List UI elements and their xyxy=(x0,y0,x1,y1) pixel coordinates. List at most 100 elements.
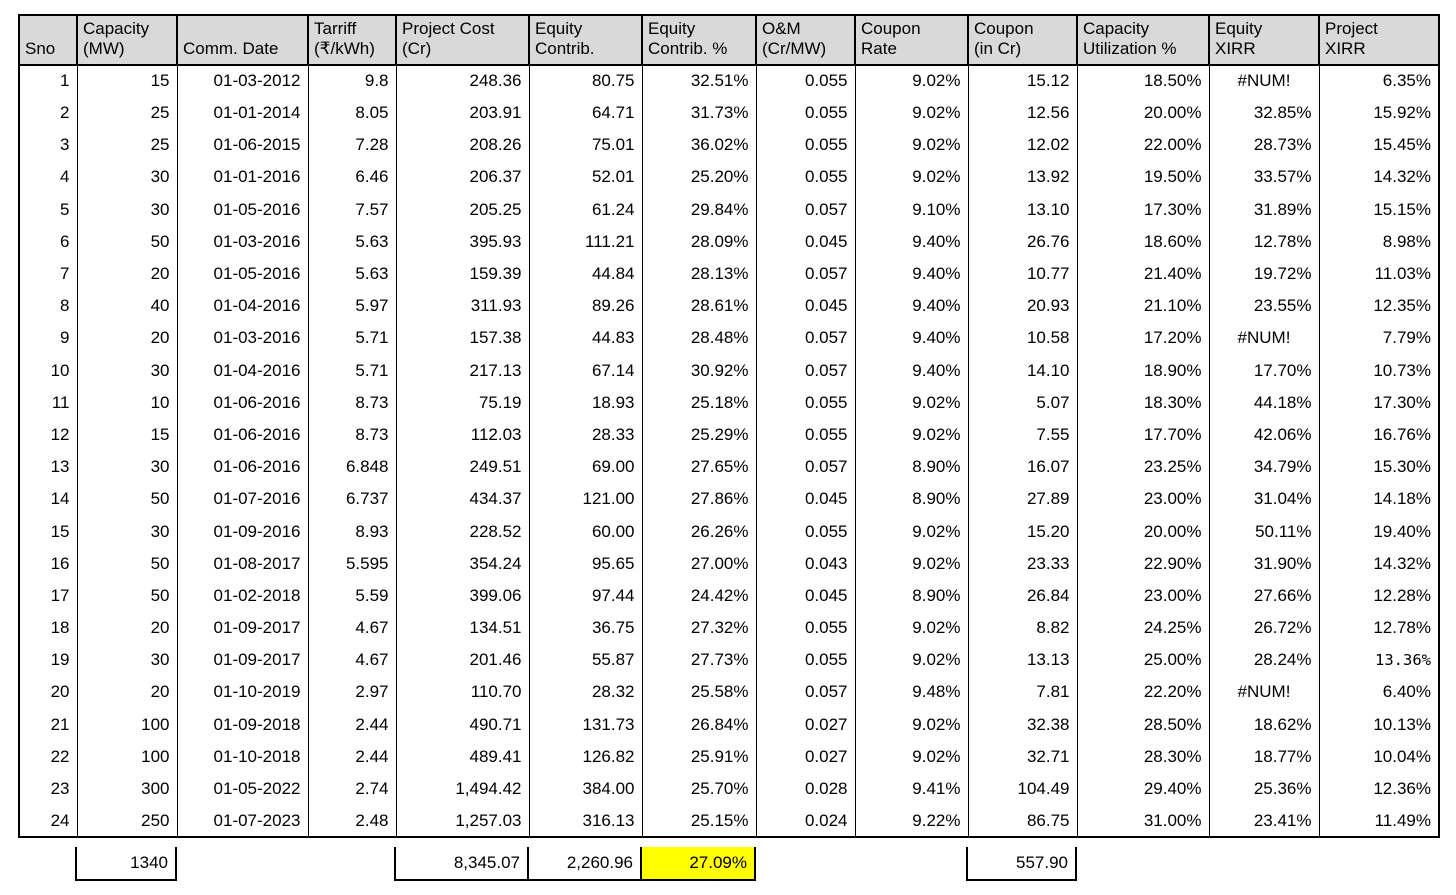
cell-equity-xirr[interactable]: 23.41% xyxy=(1208,805,1320,838)
cell-tariff[interactable]: 8.73 xyxy=(307,386,397,419)
cell-comm-date[interactable]: 01-07-2016 xyxy=(176,483,309,516)
cell-om-cr-mw[interactable]: 0.057 xyxy=(755,322,856,355)
cell-project-xirr[interactable]: 12.36% xyxy=(1318,772,1440,806)
cell-equity-xirr[interactable]: 18.62% xyxy=(1208,708,1320,741)
cell-project-xirr[interactable]: 7.79% xyxy=(1318,322,1440,355)
cell-capacity-utilization-pct[interactable]: 29.40% xyxy=(1076,772,1210,806)
cell-capacity-mw[interactable]: 20 xyxy=(76,322,178,355)
cell-equity-contrib-pct[interactable]: 28.13% xyxy=(641,257,757,291)
cell-sno[interactable]: 1 xyxy=(18,64,78,97)
cell-tariff[interactable]: 5.59 xyxy=(307,579,397,612)
cell-project-xirr[interactable]: 11.49% xyxy=(1318,805,1440,838)
cell-coupon-in-cr[interactable]: 10.58 xyxy=(967,322,1078,355)
cell-om-cr-mw[interactable]: 0.055 xyxy=(755,611,856,645)
cell-coupon-rate[interactable]: 9.02% xyxy=(854,64,969,97)
cell-project-cost-cr[interactable]: 208.26 xyxy=(395,129,530,162)
cell-capacity-utilization-pct[interactable]: 19.50% xyxy=(1076,161,1210,194)
cell-tariff[interactable]: 5.63 xyxy=(307,257,397,291)
cell-capacity-utilization-pct[interactable]: 28.30% xyxy=(1076,740,1210,773)
cell-capacity-utilization-pct[interactable]: 18.30% xyxy=(1076,386,1210,419)
cell-capacity-utilization-pct[interactable]: 18.50% xyxy=(1076,64,1210,97)
cell-equity-contrib-pct[interactable]: 25.18% xyxy=(641,386,757,419)
cell-om-cr-mw[interactable]: 0.055 xyxy=(755,96,856,130)
cell-coupon-rate[interactable]: 9.02% xyxy=(854,129,969,162)
cell-equity-xirr[interactable]: 19.72% xyxy=(1208,257,1320,291)
cell-comm-date[interactable]: 01-07-2023 xyxy=(176,805,309,838)
cell-project-xirr[interactable]: 15.15% xyxy=(1318,193,1440,226)
cell-coupon-in-cr[interactable]: 13.92 xyxy=(967,161,1078,194)
cell-equity-contrib[interactable]: 384.00 xyxy=(528,772,643,806)
cell-tariff[interactable]: 2.44 xyxy=(307,740,397,773)
cell-project-cost-cr[interactable]: 490.71 xyxy=(395,708,530,741)
cell-equity-xirr[interactable]: #NUM! xyxy=(1208,676,1320,709)
cell-equity-contrib[interactable]: 18.93 xyxy=(528,386,643,419)
cell-equity-contrib[interactable]: 126.82 xyxy=(528,740,643,773)
cell-capacity-mw[interactable]: 100 xyxy=(76,740,178,773)
cell-equity-contrib-pct[interactable]: 27.00% xyxy=(641,547,757,580)
column-header-om-cr-mw[interactable]: O&M (Cr/MW) xyxy=(755,14,856,66)
cell-coupon-in-cr[interactable]: 7.81 xyxy=(967,676,1078,709)
cell-equity-contrib[interactable]: 60.00 xyxy=(528,515,643,548)
cell-project-xirr[interactable]: 19.40% xyxy=(1318,515,1440,548)
cell-sno[interactable]: 20 xyxy=(18,676,78,709)
cell-coupon-in-cr[interactable]: 86.75 xyxy=(967,805,1078,838)
total-coupon-in-cr[interactable]: 557.90 xyxy=(966,847,1077,881)
cell-equity-contrib-pct[interactable]: 32.51% xyxy=(641,64,757,97)
cell-sno[interactable]: 8 xyxy=(18,290,78,323)
cell-sno[interactable]: 22 xyxy=(18,740,78,773)
cell-coupon-in-cr[interactable]: 32.71 xyxy=(967,740,1078,773)
cell-project-xirr[interactable]: 12.78% xyxy=(1318,611,1440,645)
cell-tariff[interactable]: 7.28 xyxy=(307,129,397,162)
cell-tariff[interactable]: 4.67 xyxy=(307,644,397,677)
cell-equity-contrib[interactable]: 36.75 xyxy=(528,611,643,645)
cell-coupon-rate[interactable]: 9.02% xyxy=(854,708,969,741)
cell-capacity-utilization-pct[interactable]: 20.00% xyxy=(1076,96,1210,130)
column-header-equity-contrib-pct[interactable]: Equity Contrib. % xyxy=(641,14,757,66)
cell-om-cr-mw[interactable]: 0.055 xyxy=(755,129,856,162)
cell-capacity-utilization-pct[interactable]: 22.20% xyxy=(1076,676,1210,709)
cell-equity-contrib-pct[interactable]: 28.09% xyxy=(641,225,757,258)
cell-coupon-in-cr[interactable]: 16.07 xyxy=(967,451,1078,484)
cell-coupon-rate[interactable]: 9.40% xyxy=(854,322,969,355)
cell-equity-xirr[interactable]: 17.70% xyxy=(1208,354,1320,387)
cell-capacity-mw[interactable]: 30 xyxy=(76,451,178,484)
cell-capacity-mw[interactable]: 50 xyxy=(76,483,178,516)
cell-capacity-mw[interactable]: 30 xyxy=(76,515,178,548)
cell-tariff[interactable]: 9.8 xyxy=(307,64,397,97)
cell-capacity-utilization-pct[interactable]: 18.90% xyxy=(1076,354,1210,387)
cell-coupon-rate[interactable]: 9.22% xyxy=(854,805,969,838)
cell-capacity-utilization-pct[interactable]: 17.70% xyxy=(1076,418,1210,452)
cell-project-cost-cr[interactable]: 1,257.03 xyxy=(395,805,530,838)
total-project-cost-cr[interactable]: 8,345.07 xyxy=(394,847,529,881)
cell-equity-contrib-pct[interactable]: 26.26% xyxy=(641,515,757,548)
cell-project-xirr[interactable]: 10.04% xyxy=(1318,740,1440,773)
cell-capacity-utilization-pct[interactable]: 21.40% xyxy=(1076,257,1210,291)
cell-coupon-rate[interactable]: 9.02% xyxy=(854,418,969,452)
cell-comm-date[interactable]: 01-03-2016 xyxy=(176,322,309,355)
cell-project-xirr[interactable]: 8.98% xyxy=(1318,225,1440,258)
cell-tariff[interactable]: 5.595 xyxy=(307,547,397,580)
cell-capacity-utilization-pct[interactable]: 22.00% xyxy=(1076,129,1210,162)
cell-equity-contrib[interactable]: 95.65 xyxy=(528,547,643,580)
cell-capacity-utilization-pct[interactable]: 17.30% xyxy=(1076,193,1210,226)
cell-capacity-mw[interactable]: 30 xyxy=(76,193,178,226)
cell-equity-contrib-pct[interactable]: 27.86% xyxy=(641,483,757,516)
cell-equity-xirr[interactable]: 18.77% xyxy=(1208,740,1320,773)
cell-sno[interactable]: 7 xyxy=(18,257,78,291)
cell-om-cr-mw[interactable]: 0.057 xyxy=(755,354,856,387)
cell-coupon-rate[interactable]: 9.02% xyxy=(854,547,969,580)
cell-equity-contrib[interactable]: 61.24 xyxy=(528,193,643,226)
cell-equity-contrib-pct[interactable]: 26.84% xyxy=(641,708,757,741)
cell-capacity-mw[interactable]: 10 xyxy=(76,386,178,419)
cell-project-cost-cr[interactable]: 75.19 xyxy=(395,386,530,419)
cell-equity-contrib-pct[interactable]: 28.48% xyxy=(641,322,757,355)
cell-equity-contrib-pct[interactable]: 24.42% xyxy=(641,579,757,612)
cell-tariff[interactable]: 2.48 xyxy=(307,805,397,838)
cell-equity-contrib-pct[interactable]: 27.73% xyxy=(641,644,757,677)
cell-equity-contrib-pct[interactable]: 28.61% xyxy=(641,290,757,323)
cell-capacity-mw[interactable]: 30 xyxy=(76,354,178,387)
cell-capacity-utilization-pct[interactable]: 22.90% xyxy=(1076,547,1210,580)
cell-coupon-in-cr[interactable]: 12.02 xyxy=(967,129,1078,162)
cell-comm-date[interactable]: 01-04-2016 xyxy=(176,290,309,323)
cell-om-cr-mw[interactable]: 0.055 xyxy=(755,515,856,548)
